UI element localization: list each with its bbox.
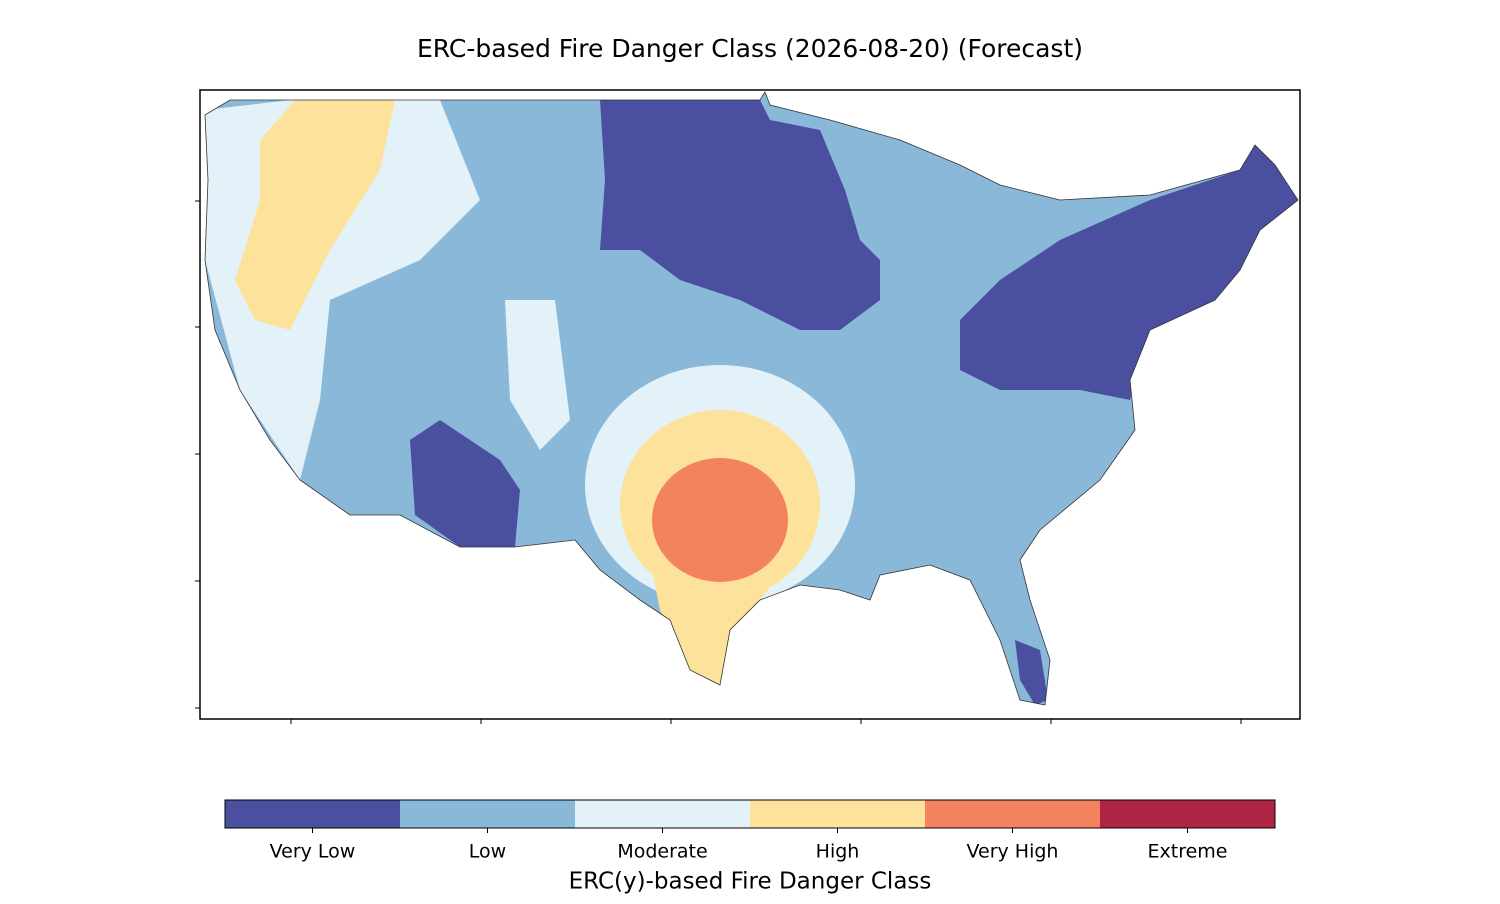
colorbar-tick-label: Moderate — [617, 841, 707, 863]
colorbar-swatch — [925, 800, 1100, 828]
map-frame — [199, 89, 1301, 720]
very-high-region — [652, 458, 788, 582]
colorbar-swatch — [400, 800, 575, 828]
us-outline — [204, 91, 1299, 706]
colorbar-swatch — [225, 800, 400, 828]
very-low-region — [960, 145, 1298, 400]
colorbar-swatch — [750, 800, 925, 828]
colorbar: Very Low Low Moderate High Very High Extreme — [224, 799, 1276, 863]
colorbar-frame — [224, 799, 1276, 829]
very-low-region — [1015, 640, 1048, 705]
colorbar-label: ERC(y)-based Fire Danger Class — [569, 869, 932, 895]
colorbar-tick-label: Very Low — [270, 841, 356, 863]
colorbar-tick-label: Extreme — [1148, 841, 1228, 863]
colorbar-swatch — [575, 800, 750, 828]
title: ERC-based Fire Danger Class (2026-08-20)… — [417, 34, 1083, 63]
colorbar-tick-label: Low — [469, 841, 506, 863]
very-low-region — [410, 420, 520, 547]
high-region — [235, 100, 395, 330]
very-low-region — [600, 100, 880, 330]
colorbar-tick-label: Very High — [967, 841, 1059, 863]
map — [205, 92, 1298, 705]
colorbar-tick-label: High — [816, 841, 860, 863]
frame-ticks — [195, 200, 1242, 724]
moderate-region — [505, 300, 570, 450]
colorbar-swatch — [1100, 800, 1275, 828]
